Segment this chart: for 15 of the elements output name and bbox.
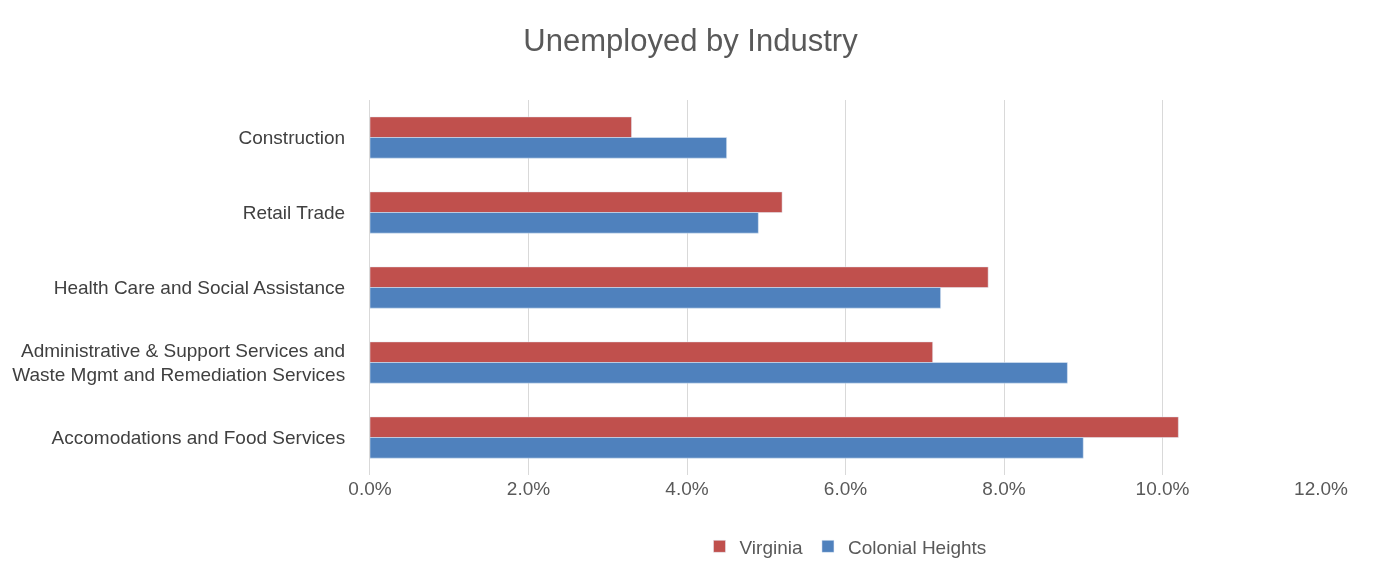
legend-label: Virginia [739,536,803,558]
x-tick-label: 10.0% [1135,478,1190,499]
x-tick-label: 4.0% [665,478,709,499]
x-tick-label: 8.0% [982,478,1026,499]
x-tick-label: 12.0% [1294,478,1349,499]
y-tick-label: Accomodations and Food Services [51,427,346,449]
y-tick-label: Administrative & Support Services and Waste Mgmt and Remediation Services [12,339,346,386]
legend-label: Colonial Heights [847,536,987,558]
x-tick-label: 2.0% [506,478,551,499]
y-tick-label: Retail Trade [242,202,346,224]
y-tick-label: Construction [238,127,346,149]
x-tick-label: 6.0% [823,478,868,499]
y-tick-label: Health Care and Social Assistance [53,277,346,299]
x-tick-label: 0.0% [348,478,392,499]
chart-title: Unemployed by Industry [523,22,859,58]
